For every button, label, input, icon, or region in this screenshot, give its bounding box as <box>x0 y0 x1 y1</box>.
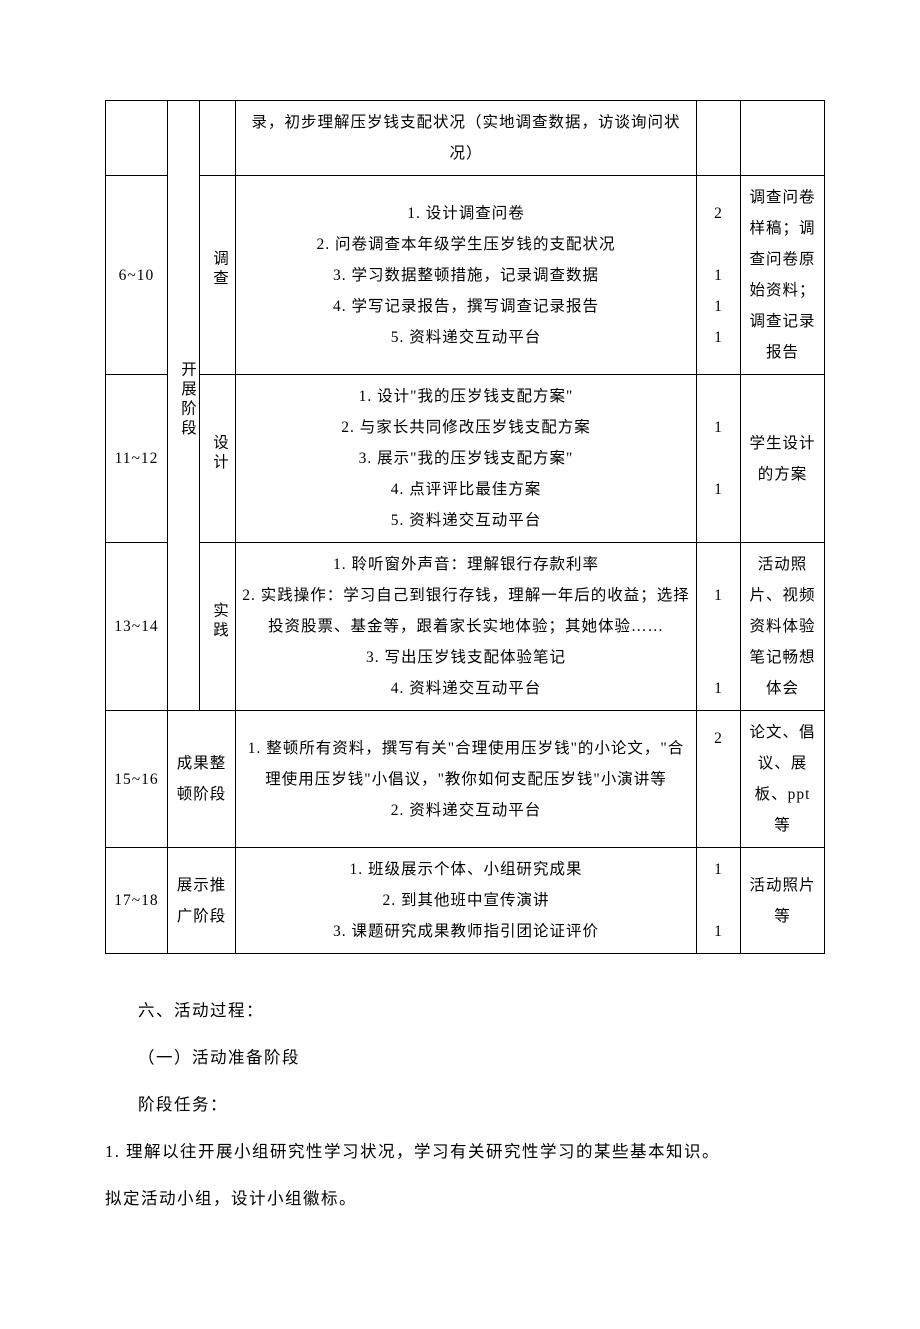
cell-output-r3: 活动照片、视频资料体验笔记畅想体会 <box>741 543 825 711</box>
cell-phase-r4: 成果整顿阶段 <box>168 711 236 848</box>
subheading-2: 阶段任务： <box>105 1088 825 1121</box>
cell-week-r5: 17~18 <box>106 848 168 954</box>
cell-phase2-r2: 设计 <box>200 375 236 543</box>
cell-week-r4: 15~16 <box>106 711 168 848</box>
cell-hours-r0 <box>697 101 741 176</box>
body-text: 六、活动过程： （一）活动准备阶段 阶段任务： 1. 理解以往开展小组研究性学习… <box>105 994 825 1215</box>
cell-phase2-r0 <box>200 101 236 176</box>
subheading-1: （一）活动准备阶段 <box>105 1041 825 1074</box>
cell-hours-r3: 1 1 <box>697 543 741 711</box>
cell-phase2-r1: 调查 <box>200 176 236 375</box>
cell-output-r2: 学生设计的方案 <box>741 375 825 543</box>
cell-content-r0: 录，初步理解压岁钱支配状况（实地调查数据，访谈询问状况） <box>236 101 697 176</box>
schedule-table: 开展阶段 录，初步理解压岁钱支配状况（实地调查数据，访谈询问状况） 6~10 调… <box>105 100 825 954</box>
cell-output-r1: 调查问卷样稿；调查问卷原始资料；调查记录报告 <box>741 176 825 375</box>
paragraph-2: 拟定活动小组，设计小组徽标。 <box>105 1182 825 1215</box>
cell-hours-r5: 1 1 <box>697 848 741 954</box>
cell-output-r0 <box>741 101 825 176</box>
cell-hours-r4: 2 <box>697 711 741 848</box>
cell-phase-r5: 展示推广阶段 <box>168 848 236 954</box>
cell-phase1: 开展阶段 <box>168 101 200 711</box>
cell-week-r0 <box>106 101 168 176</box>
cell-output-r4: 论文、倡议、展板、ppt 等 <box>741 711 825 848</box>
cell-week-r2: 11~12 <box>106 375 168 543</box>
cell-phase2-r3: 实践 <box>200 543 236 711</box>
cell-week-r1: 6~10 <box>106 176 168 375</box>
cell-content-r2: 1. 设计"我的压岁钱支配方案" 2. 与家长共同修改压岁钱支配方案 3. 展示… <box>236 375 697 543</box>
cell-hours-r2: 1 1 <box>697 375 741 543</box>
paragraph-1: 1. 理解以往开展小组研究性学习状况，学习有关研究性学习的某些基本知识。 <box>105 1135 825 1168</box>
heading-6: 六、活动过程： <box>105 994 825 1027</box>
cell-content-r1: 1. 设计调查问卷 2. 问卷调查本年级学生压岁钱的支配状况 3. 学习数据整顿… <box>236 176 697 375</box>
cell-week-r3: 13~14 <box>106 543 168 711</box>
cell-content-r4: 1. 整顿所有资料，撰写有关"合理使用压岁钱"的小论文，"合理使用压岁钱"小倡议… <box>236 711 697 848</box>
cell-content-r3: 1. 聆听窗外声音：理解银行存款利率 2. 实践操作：学习自己到银行存钱，理解一… <box>236 543 697 711</box>
cell-hours-r1: 2 1 1 1 <box>697 176 741 375</box>
cell-output-r5: 活动照片等 <box>741 848 825 954</box>
cell-content-r5: 1. 班级展示个体、小组研究成果 2. 到其他班中宣传演讲 3. 课题研究成果教… <box>236 848 697 954</box>
